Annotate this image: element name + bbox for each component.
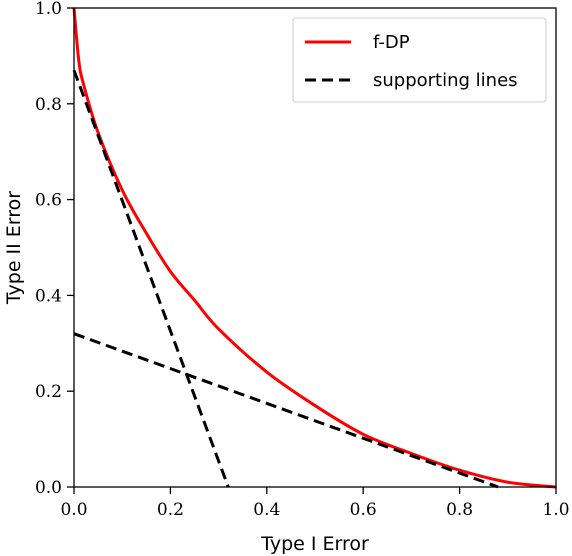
plot-frame: [73, 7, 557, 488]
y-tick-label: 0.4: [35, 286, 62, 306]
plot-area: [72, 7, 557, 489]
legend-box: [292, 17, 547, 103]
x-tick-label: 0.6: [350, 500, 377, 520]
x-tick-label: 0.2: [157, 500, 184, 520]
y-tick-label: 0.8: [35, 95, 62, 115]
x-tick-label: 0.8: [446, 500, 473, 520]
series-line-f-dp: [72, 7, 557, 489]
axis-ticks: 0.0 0.2 0.4 0.6 0.8 1.0 0.0 0.2 0.4 0.6 0.8 1.0: [35, 0, 570, 520]
x-tick-label: 0.0: [60, 500, 87, 520]
x-tick-label: 0.4: [253, 500, 280, 520]
x-tick-label: 1.0: [542, 500, 569, 520]
y-tick-label: 0.6: [35, 191, 62, 211]
y-axis-title: Type II Error: [3, 191, 25, 305]
y-tick-label: 1.0: [35, 0, 62, 19]
legend-label-f-dp: f-DP: [373, 32, 410, 53]
x-axis-title: Type I Error: [260, 533, 369, 555]
legend: f-DP supporting lines: [292, 17, 547, 103]
series-line-supporting-2: [73, 332, 499, 489]
legend-label-supporting-lines: supporting lines: [373, 70, 518, 91]
y-tick-label: 0.0: [35, 478, 62, 498]
series-line-supporting-1: [72, 69, 230, 488]
y-tick-label: 0.2: [35, 382, 62, 402]
